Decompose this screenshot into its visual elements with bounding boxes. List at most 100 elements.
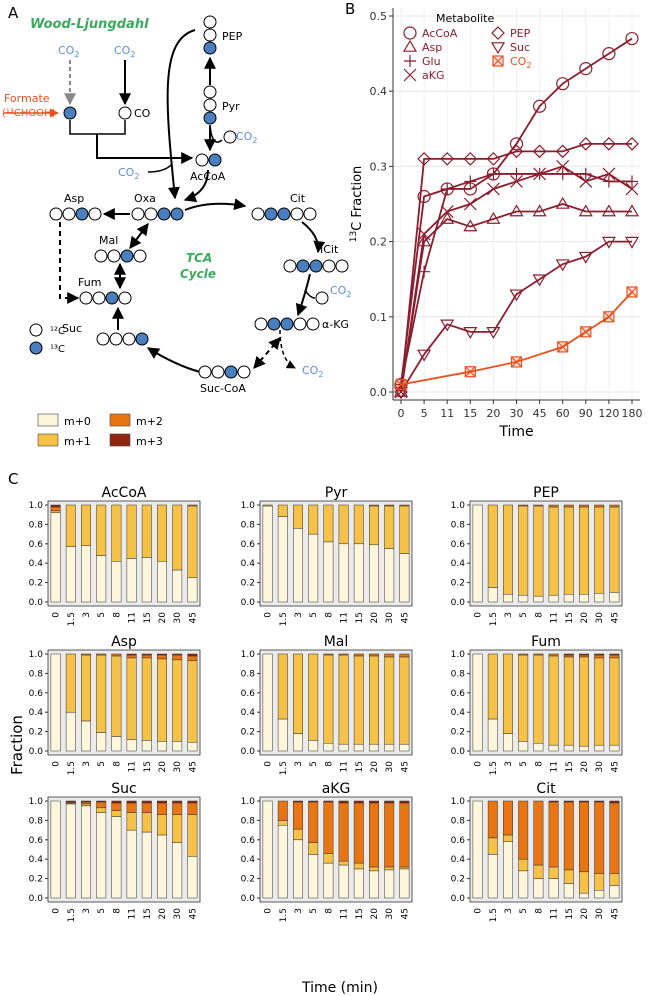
bar-segment-m+2	[126, 802, 137, 813]
x-tick-label: 120	[598, 407, 619, 420]
bar-segment-m+1	[594, 657, 605, 746]
data-point	[393, 387, 409, 400]
x-tick-label: 5	[519, 908, 529, 914]
bar-segment-m+0	[518, 741, 529, 752]
bar-segment-m+0	[262, 505, 273, 603]
merge-line	[69, 120, 126, 135]
data-point	[509, 144, 524, 159]
bar-segment-m+0	[384, 869, 395, 899]
bar-segment-m+0	[157, 741, 167, 752]
formate-label: Formate	[4, 92, 50, 105]
x-tick-label: 1.5	[279, 761, 289, 775]
y-tick-label: 1.0	[451, 501, 466, 511]
data-point	[464, 175, 477, 188]
bar-segment-m+0	[65, 711, 76, 752]
y-tick-label: 0.2	[241, 579, 255, 589]
y-tick-label: 0.8	[451, 816, 466, 826]
y-tick-label: 0.8	[451, 669, 466, 679]
data-point	[417, 227, 431, 241]
bar-segment-m+3	[157, 800, 167, 804]
data-point	[578, 204, 593, 217]
y-tick-label: 0.6	[451, 689, 466, 699]
bar-segment-m+0	[487, 587, 498, 603]
x-tick-label: 45	[188, 761, 198, 772]
x-tick-label: 11	[550, 612, 560, 623]
bar-segment-m+1	[172, 659, 183, 742]
x-tick-label: 20	[580, 761, 590, 773]
x-tick-label: 0	[52, 612, 62, 618]
legend-marker	[490, 42, 506, 55]
x-tick-label: 8	[534, 612, 544, 618]
bar-segment-m+3	[81, 800, 91, 803]
panel-title: Mal	[324, 634, 349, 650]
bar-segment-m+0	[384, 548, 395, 603]
legend-swatch	[37, 413, 59, 427]
bar-segment-m+2	[594, 654, 605, 659]
legend-marker	[492, 55, 504, 67]
bar-segment-m+0	[369, 743, 379, 752]
bar-segment-m+1	[399, 656, 410, 745]
data-point	[441, 182, 454, 195]
co2-label: CO2	[302, 364, 323, 379]
bar-segment-m+2	[338, 653, 349, 656]
x-tick-label: 30	[595, 761, 605, 773]
co2-label: CO2	[330, 284, 351, 299]
legend-label: aKG	[422, 69, 444, 82]
bar-segment-m+0	[141, 831, 152, 899]
panel-title: AcCoA	[102, 485, 147, 501]
bar-segment-m+0	[81, 720, 91, 752]
bar-segment-m+2	[338, 802, 349, 862]
x-tick-label: 11	[340, 612, 350, 623]
x-tick-label: 3	[82, 612, 92, 618]
bar-segment-m+1	[384, 656, 395, 745]
y-tick-label: 0.6	[451, 836, 466, 846]
bar-segment-m+1	[533, 654, 544, 744]
metabolite-succoa: Suc-CoA	[200, 382, 246, 395]
legend-12c: ¹²C	[50, 326, 65, 337]
y-tick-label: 1.0	[451, 797, 466, 807]
data-point	[579, 167, 592, 180]
series-line	[400, 142, 632, 393]
bar-segment-m+1	[172, 814, 183, 843]
co2-label: CO2	[118, 166, 139, 181]
bar-segment-m+0	[293, 839, 303, 899]
bar-segment-m+1	[369, 655, 379, 745]
x-tick-label: 45	[610, 612, 620, 623]
y-tick-label: 0.0	[451, 747, 466, 757]
bar-segment-m+1	[548, 506, 559, 596]
y-tick-label: 0.2	[451, 875, 465, 885]
bar-segment-m+2	[399, 653, 410, 658]
panel-title: Pyr	[325, 485, 348, 501]
x-tick-label: 20	[158, 761, 168, 773]
x-tick-label: 5	[97, 761, 107, 767]
y-tick-label: 0.8	[241, 669, 256, 679]
bar-panel-suc: Suc 0.0 0.2 0.4 0.6 0.8 1.0 0 1.5 3 5 8 11 15 20 30 45	[29, 781, 201, 922]
bar-segment-m+1	[262, 504, 273, 507]
data-point	[393, 384, 409, 397]
bar-segment-m+1	[96, 504, 107, 556]
bar-segment-m+1	[277, 820, 288, 826]
bar-segment-m+0	[277, 516, 288, 603]
bar-segment-m+0	[609, 592, 620, 603]
bar-segment-m+1	[81, 803, 91, 807]
bar-legend: m+0 m+1 m+2 m+3	[37, 413, 163, 448]
bar-segment-m+0	[487, 718, 498, 752]
y-tick-label: 0.4	[29, 559, 44, 569]
bar-segment-m+1	[369, 866, 379, 872]
x-tick-label: 3	[294, 612, 304, 618]
data-point	[602, 175, 615, 188]
x-tick-label: 3	[504, 908, 514, 914]
data-point	[509, 137, 524, 151]
bar-segment-m+1	[399, 505, 410, 554]
data-point	[463, 197, 477, 211]
bar-segment-m+0	[594, 593, 605, 603]
bar-segment-m+1	[126, 812, 137, 831]
bar-segment-m+2	[172, 654, 183, 661]
bar-segment-m+1	[65, 653, 76, 713]
bar-segment-m+0	[548, 878, 559, 899]
carbon-atom	[63, 106, 77, 120]
bar-segment-m+0	[126, 558, 137, 603]
y-tick-label: 0.8	[451, 520, 466, 530]
bar-segment-m+0	[141, 740, 152, 752]
